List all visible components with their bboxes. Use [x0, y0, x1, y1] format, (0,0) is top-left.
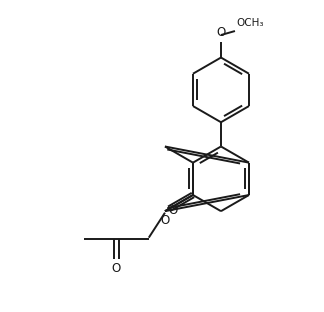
Text: O: O — [112, 262, 121, 275]
Text: O: O — [216, 26, 226, 39]
Text: OCH₃: OCH₃ — [237, 18, 264, 28]
Text: O: O — [160, 214, 169, 227]
Text: O: O — [168, 203, 177, 217]
